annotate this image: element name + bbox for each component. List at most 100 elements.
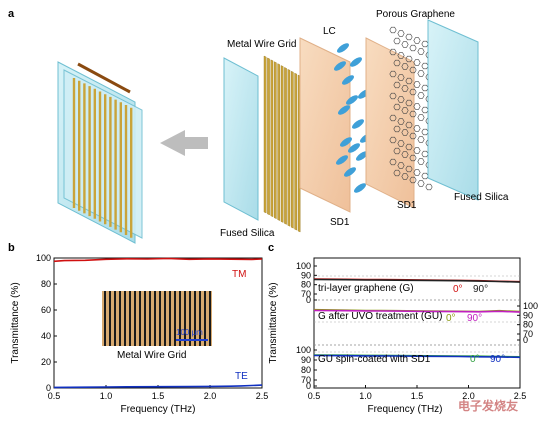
wire-grid-strip	[287, 68, 291, 227]
graphene-hex	[401, 85, 409, 92]
inset-wire	[109, 291, 111, 346]
y-tick-label: 20	[41, 357, 51, 367]
graphene-hex	[389, 92, 397, 100]
inset-wire	[184, 291, 186, 346]
lc-layer	[334, 43, 372, 193]
wire-grid-strip	[277, 63, 280, 221]
assembled-device	[57, 61, 143, 244]
fused-silica-left-layer	[223, 57, 259, 221]
graphene-hex	[421, 150, 429, 158]
inset-caption: Metal Wire Grid	[117, 350, 186, 361]
graphene-hex	[417, 136, 425, 143]
wire-grid-strip	[280, 65, 284, 223]
inset-wire	[199, 291, 201, 346]
c2-series-line	[313, 309, 521, 313]
inset-wire	[124, 291, 126, 346]
graphene-hex	[421, 40, 429, 48]
c-x-tick-label: 0.5	[308, 391, 321, 401]
inset-wire	[159, 291, 161, 346]
inset-wire	[114, 291, 116, 346]
label-fused-silica-right: Fused Silica	[454, 192, 509, 203]
graphene-hex	[397, 162, 405, 169]
graphene-hex	[389, 48, 397, 56]
panel-c: c 0.5 1.0 1.5 2.0 2.510090807001009080700100…	[268, 242, 538, 415]
watermark: 电子发烧友	[458, 398, 518, 413]
graphene-hex	[413, 125, 421, 132]
c3-title: GU spin-coated with SD1	[318, 354, 431, 365]
graphene-hex	[393, 103, 401, 111]
graphene-hex	[405, 121, 413, 129]
graphene-hex	[393, 59, 401, 67]
lc-molecule	[356, 151, 368, 161]
panel-b-ylabel: Transmittance (%)	[10, 282, 21, 363]
inset-wire	[129, 291, 131, 346]
graphene-hex	[405, 33, 413, 41]
lc-molecule	[350, 57, 362, 67]
graphene-hex	[393, 37, 401, 45]
inset-wire	[209, 291, 211, 346]
metal-wire-grid-inset: 100 μm Metal Wire Grid	[102, 291, 212, 361]
lc-molecule	[336, 155, 348, 165]
panel-b-label: b	[8, 242, 15, 254]
wire-grid-strip	[284, 67, 287, 225]
lc-molecule	[344, 167, 356, 177]
graphene-hex	[405, 55, 413, 63]
inset-stripes	[104, 291, 211, 346]
lc-molecule	[352, 119, 364, 129]
label-fused-silica-left: Fused Silica	[220, 228, 275, 239]
c1-angle-0: 0°	[453, 284, 463, 295]
c-y-tick-label: 0	[306, 295, 311, 305]
graphene-hex	[397, 96, 405, 103]
c-y-tick-label: 80	[301, 280, 311, 290]
lc-molecule	[346, 95, 358, 105]
inset-wire	[119, 291, 121, 346]
graphene-hex	[393, 147, 401, 155]
c2-angle-0: 0°	[446, 313, 456, 324]
wire-grid-strip	[294, 72, 297, 231]
c-y-tick-label: 100	[523, 301, 538, 311]
inset-wire	[204, 291, 206, 346]
c-y-tick-label: 80	[301, 365, 311, 375]
graphene-hex	[405, 77, 413, 85]
label-sd1-left: SD1	[330, 217, 350, 228]
wire-grid-strip	[274, 61, 277, 220]
y-tick-label: 100	[36, 253, 51, 263]
graphene-hex	[397, 52, 405, 59]
label-sd1-right: SD1	[397, 200, 417, 211]
c-y-tick-label: 100	[296, 261, 311, 271]
c1-series-line	[313, 278, 521, 283]
panel-c-content: 0.5 1.0 1.5 2.0 2.51009080700100908070010090…	[296, 261, 538, 401]
graphene-hex	[401, 151, 409, 158]
graphene-hex	[401, 107, 409, 114]
graphene-hex	[409, 154, 417, 162]
graphene-hex	[413, 147, 421, 154]
sd1-left-layer	[299, 37, 351, 213]
c-x-tick-label: 1.5	[411, 391, 424, 401]
graphene-hex	[409, 132, 417, 140]
inset-wire	[104, 291, 106, 346]
graphene-hex	[413, 169, 421, 176]
graphene-hex	[409, 66, 417, 74]
graphene-hex	[413, 37, 421, 44]
graphene-hex	[417, 114, 425, 121]
series-line-te	[53, 384, 263, 389]
lc-molecule	[337, 43, 349, 53]
graphene-hex	[425, 183, 433, 191]
metal-wire-grid-layer	[263, 55, 301, 233]
inset-wire	[169, 291, 171, 346]
c2-title: G after UVO treatment (GU)	[318, 311, 442, 322]
c1-angle-90: 90°	[473, 284, 488, 295]
graphene-hex	[389, 70, 397, 78]
panel-c-axes-frame	[313, 257, 521, 389]
graphene-hex	[409, 176, 417, 184]
inset-wire	[139, 291, 141, 346]
lc-molecule	[338, 105, 350, 115]
c-y-tick-label: 90	[301, 270, 311, 280]
c1-title: tri-layer graphene (G)	[318, 283, 414, 294]
panel-b: b 0.5 1.0 1.5 2.0 2.5 0 20 40 60 80 100 100 μm Met…	[8, 242, 268, 415]
assembled-wires	[72, 78, 133, 238]
graphene-hex	[393, 81, 401, 89]
c-y-tick-label: 70	[301, 375, 311, 385]
label-lc: LC	[323, 26, 336, 37]
c2-angle-90: 90°	[467, 313, 482, 324]
